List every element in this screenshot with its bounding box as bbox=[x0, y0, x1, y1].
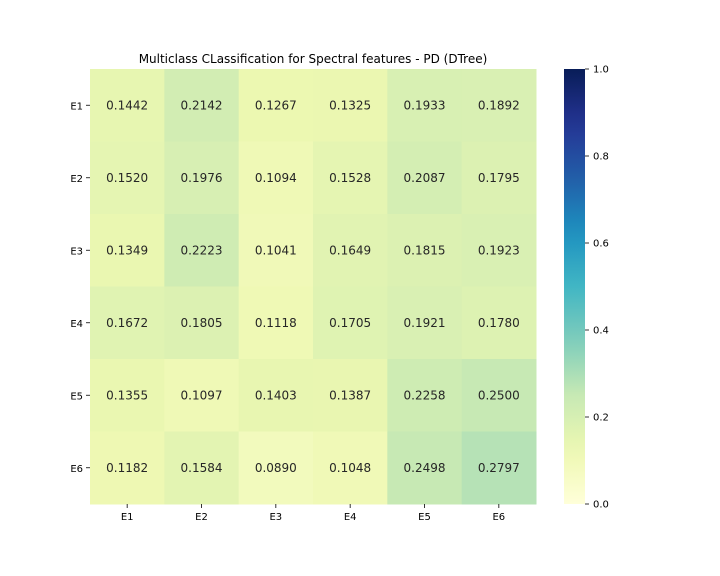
cell-value-label: 0.1387 bbox=[329, 388, 371, 402]
cell-value-label: 0.1933 bbox=[404, 98, 446, 112]
heatmap-cell bbox=[461, 431, 537, 505]
cell-value-label: 0.1780 bbox=[478, 316, 520, 330]
cell-value-label: 0.1805 bbox=[181, 316, 223, 330]
heatmap-cell bbox=[313, 214, 388, 287]
cell-value-label: 0.1815 bbox=[404, 243, 446, 257]
y-tick-label: E1 bbox=[70, 101, 83, 112]
colorbar: 0.0 0.2 0.4 0.6 0.8 1.0 bbox=[564, 65, 609, 511]
cell-value-label: 0.1921 bbox=[404, 316, 446, 330]
cell-value-label: 0.1649 bbox=[329, 243, 371, 257]
cell-value-label: 0.2142 bbox=[181, 98, 223, 112]
heatmap-cell bbox=[164, 286, 240, 360]
cell-value-label: 0.1923 bbox=[478, 243, 520, 257]
heatmap-cell bbox=[461, 359, 537, 432]
cell-value-label: 0.1528 bbox=[329, 171, 371, 185]
colorbar-tick-label: 0.6 bbox=[593, 239, 609, 250]
heatmap-cell bbox=[313, 286, 388, 360]
heatmap-cell bbox=[164, 141, 240, 215]
heatmap-cell bbox=[313, 431, 388, 505]
heatmap-cell bbox=[90, 359, 165, 432]
heatmap-cell bbox=[238, 141, 314, 215]
cell-value-label: 0.1442 bbox=[106, 98, 148, 112]
chart-title: Multiclass CLassification for Spectral f… bbox=[139, 52, 488, 66]
x-tick-label: E6 bbox=[492, 512, 505, 523]
heatmap-cell bbox=[387, 69, 463, 142]
heatmap-cell bbox=[164, 214, 240, 287]
cell-value-label: 0.1403 bbox=[255, 388, 297, 402]
heatmap-cells: 0.1442 0.2142 0.1267 0.1325 0.1933 0.1892 0.15… bbox=[90, 69, 537, 505]
heatmap-cell bbox=[238, 286, 314, 360]
colorbar-gradient bbox=[564, 69, 585, 504]
heatmap-cell bbox=[387, 359, 463, 432]
heatmap-cell bbox=[238, 214, 314, 287]
heatmap-cell bbox=[90, 141, 165, 215]
colorbar-tick-label: 1.0 bbox=[593, 65, 609, 76]
heatmap-cell bbox=[90, 214, 165, 287]
cell-value-label: 0.2797 bbox=[478, 461, 520, 475]
y-tick-label: E5 bbox=[70, 391, 83, 402]
cell-value-label: 0.1795 bbox=[478, 171, 520, 185]
y-tick-label: E2 bbox=[70, 174, 83, 185]
heatmap-cell bbox=[164, 69, 240, 142]
cell-value-label: 0.1892 bbox=[478, 98, 520, 112]
cell-value-label: 0.1041 bbox=[255, 243, 297, 257]
colorbar-tick-label: 0.0 bbox=[593, 500, 609, 511]
heatmap-cell bbox=[164, 359, 240, 432]
colorbar-tick-label: 0.4 bbox=[593, 326, 609, 337]
heatmap-cell bbox=[461, 141, 537, 215]
cell-value-label: 0.1584 bbox=[181, 461, 223, 475]
heatmap-cell bbox=[164, 431, 240, 505]
heatmap-cell bbox=[90, 286, 165, 360]
cell-value-label: 0.1094 bbox=[255, 171, 297, 185]
heatmap-cell bbox=[313, 141, 388, 215]
heatmap-cell bbox=[387, 214, 463, 287]
y-tick-label: E6 bbox=[70, 464, 83, 475]
x-axis: E1 E2 E3 E4 E5 E6 bbox=[121, 504, 505, 523]
heatmap-cell bbox=[313, 359, 388, 432]
heatmap-cell bbox=[90, 431, 165, 505]
colorbar-tick-label: 0.2 bbox=[593, 413, 609, 424]
heatmap-cell bbox=[461, 214, 537, 287]
cell-value-label: 0.2500 bbox=[478, 388, 520, 402]
x-tick-label: E1 bbox=[121, 512, 134, 523]
cell-value-label: 0.1118 bbox=[255, 316, 297, 330]
heatmap-cell bbox=[313, 69, 388, 142]
cell-value-label: 0.1705 bbox=[329, 316, 371, 330]
cell-value-label: 0.1349 bbox=[106, 243, 148, 257]
heatmap-cell bbox=[238, 69, 314, 142]
heatmap-cell bbox=[387, 286, 463, 360]
heatmap-cell bbox=[90, 69, 165, 142]
heatmap-cell bbox=[461, 69, 537, 142]
y-axis: E1 E2 E3 E4 E5 E6 bbox=[70, 101, 90, 475]
cell-value-label: 0.2087 bbox=[404, 171, 446, 185]
cell-value-label: 0.1182 bbox=[106, 461, 148, 475]
x-tick-label: E4 bbox=[344, 512, 357, 523]
heatmap-cell bbox=[461, 286, 537, 360]
heatmap-cell bbox=[387, 431, 463, 505]
y-tick-label: E4 bbox=[70, 319, 83, 330]
cell-value-label: 0.1097 bbox=[181, 388, 223, 402]
cell-value-label: 0.2258 bbox=[404, 388, 446, 402]
cell-value-label: 0.1355 bbox=[106, 388, 148, 402]
cell-value-label: 0.1267 bbox=[255, 98, 297, 112]
colorbar-tick-label: 0.8 bbox=[593, 152, 609, 163]
heatmap-cell bbox=[238, 359, 314, 432]
cell-value-label: 0.1976 bbox=[181, 171, 223, 185]
cell-value-label: 0.2498 bbox=[404, 461, 446, 475]
cell-value-label: 0.1520 bbox=[106, 171, 148, 185]
cell-value-label: 0.1325 bbox=[329, 98, 371, 112]
cell-value-label: 0.1048 bbox=[329, 461, 371, 475]
cell-value-label: 0.0890 bbox=[255, 461, 297, 475]
x-tick-label: E3 bbox=[269, 512, 282, 523]
y-tick-label: E3 bbox=[70, 246, 83, 257]
cell-value-label: 0.1672 bbox=[106, 316, 148, 330]
x-tick-label: E2 bbox=[195, 512, 208, 523]
x-tick-label: E5 bbox=[418, 512, 431, 523]
heatmap-cell bbox=[387, 141, 463, 215]
heatmap-cell bbox=[238, 431, 314, 505]
cell-value-label: 0.2223 bbox=[181, 243, 223, 257]
